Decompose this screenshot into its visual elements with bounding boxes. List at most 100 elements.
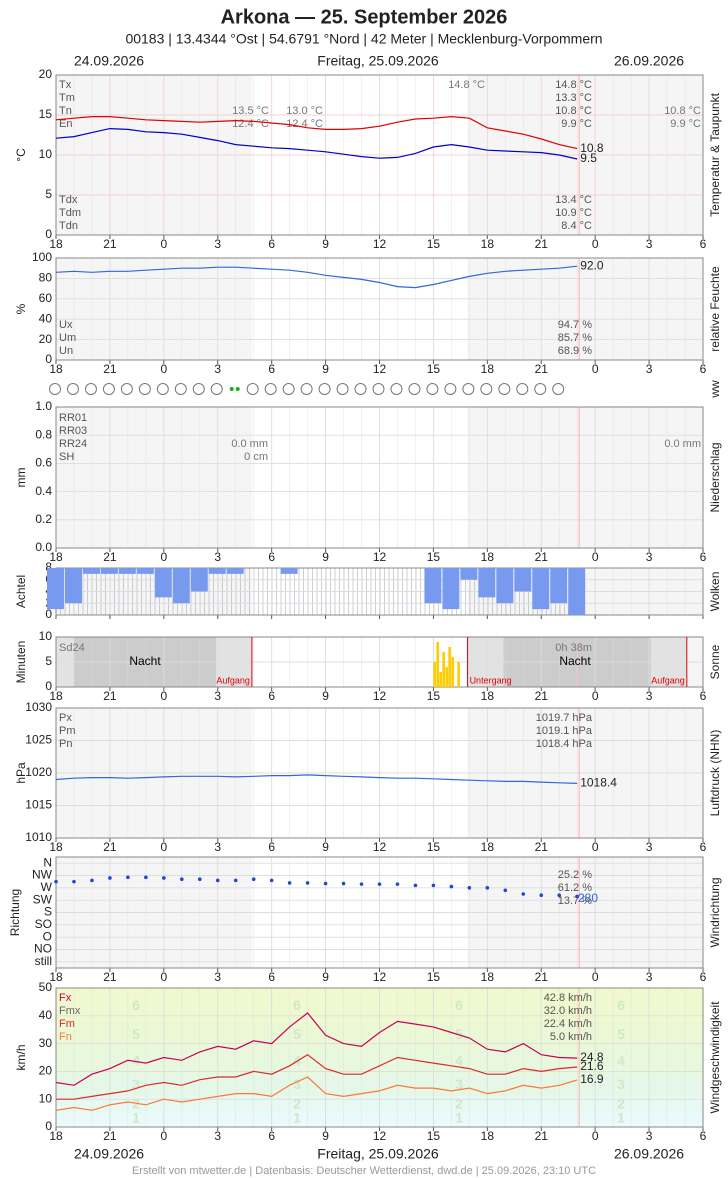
beaufort-number: 3 (617, 1076, 625, 1092)
x-tick-label: 9 (322, 1129, 329, 1143)
x-tick-label: 0 (160, 550, 167, 564)
ww-symbol (534, 383, 547, 395)
ww-symbol (138, 383, 151, 395)
x-tick-label: 21 (535, 840, 549, 854)
x-tick-label: 15 (427, 970, 441, 984)
ww-symbol (246, 383, 259, 395)
beaufort-number: 5 (293, 1026, 301, 1042)
x-tick-label: 21 (535, 237, 549, 251)
x-tick-label: 0 (592, 237, 599, 251)
ww-symbol (336, 383, 349, 395)
bar (208, 568, 226, 574)
beaufort-number: 2 (293, 1095, 301, 1111)
x-tick-label: 18 (49, 689, 63, 703)
x-tick-label: 21 (535, 1129, 549, 1143)
x-tick-label: 0 (592, 840, 599, 854)
y-axis-label: Minuten (14, 641, 28, 684)
panel-frame (55, 856, 704, 969)
end-label: 21.6 (580, 1059, 604, 1073)
y-axis-label: Richtung (8, 889, 22, 936)
y-tick-label: 0.6 (35, 456, 52, 470)
stat-value: 94.7 % (558, 319, 592, 331)
x-tick-label: 6 (700, 550, 707, 564)
point (269, 878, 274, 883)
x-tick-label: 9 (322, 362, 329, 376)
point (575, 894, 579, 899)
bar (496, 568, 514, 604)
end-label: 24.8 (580, 1050, 604, 1064)
stat-value: 8.4 °C (561, 220, 592, 232)
bar (64, 568, 82, 604)
date-label: 24.09.2026 (74, 53, 144, 69)
side-label: Wolken (708, 572, 722, 612)
x-tick-label: 3 (214, 970, 221, 984)
annotation: 12.4 °C (286, 118, 323, 130)
night-shade (467, 258, 703, 360)
stat-label: Tdm (59, 207, 81, 219)
date-label: 26.09.2026 (614, 53, 684, 69)
side-label: Sonne (708, 644, 722, 679)
x-tick-label: 3 (214, 840, 221, 854)
y-tick-label: 0 (45, 607, 52, 621)
y-tick-label: 60 (39, 291, 53, 305)
night-shade (467, 407, 703, 548)
bar (442, 652, 446, 687)
stat-value: 14.8 °C (555, 79, 592, 91)
y-tick-label: 40 (39, 1008, 53, 1022)
annotation: 14.8 °C (448, 79, 485, 91)
line (55, 127, 578, 160)
x-tick-label: 18 (481, 362, 495, 376)
beaufort-number: 2 (455, 1095, 463, 1111)
stat-label: En (59, 118, 72, 130)
x-tick-label: 21 (535, 550, 549, 564)
panel-frame (55, 257, 704, 361)
x-tick-label: 3 (214, 237, 221, 251)
x-tick-label: 21 (103, 550, 117, 564)
bar (82, 568, 100, 574)
point (215, 878, 220, 883)
y-tick-label: O (43, 929, 52, 943)
x-tick-label: 12 (373, 970, 387, 984)
annotation: 9.9 °C (670, 118, 701, 130)
stat-label: Fm (59, 1018, 75, 1030)
y-tick-label: 20 (39, 332, 53, 346)
y-tick-label: 40 (39, 311, 53, 325)
y-tick-label: 20 (39, 67, 53, 81)
ww-symbol (49, 383, 61, 395)
event-label: Aufgang (651, 675, 685, 685)
y-tick-label: SO (35, 917, 52, 931)
x-tick-label: 21 (103, 689, 117, 703)
y-tick-label: 0 (45, 679, 52, 693)
night-shade (56, 258, 252, 360)
x-tick-label: 9 (322, 237, 329, 251)
y-axis-label: % (14, 303, 28, 314)
annotation: 280 (578, 891, 598, 905)
x-tick-label: 3 (646, 689, 653, 703)
y-tick-label: 5 (45, 654, 52, 668)
x-tick-label: 18 (49, 362, 63, 376)
beaufort-number: 4 (617, 1052, 625, 1068)
x-tick-label: 18 (49, 237, 63, 251)
ww-symbol (120, 383, 133, 395)
side-label: Windrichtung (708, 877, 722, 947)
stat-value: 1018.4 hPa (536, 738, 593, 750)
bar (532, 568, 550, 610)
y-axis-label: °C (14, 148, 28, 162)
y-tick-label: 1020 (25, 765, 52, 779)
x-tick-label: 15 (427, 1129, 441, 1143)
x-tick-label: 6 (700, 237, 707, 251)
y-tick-label: 8 (45, 560, 52, 574)
stat-value: 1019.1 hPa (536, 725, 593, 737)
x-tick-label: 21 (103, 362, 117, 376)
bar (451, 657, 454, 687)
beaufort-number: 1 (293, 1109, 301, 1125)
bar (448, 647, 451, 687)
x-tick-label: 18 (481, 550, 495, 564)
x-tick-label: 0 (592, 550, 599, 564)
x-tick-label: 6 (700, 970, 707, 984)
ww-symbol (156, 383, 169, 395)
date-label: Freitag, 25.09.2026 (317, 53, 439, 69)
y-tick-label: 0.0 (35, 540, 52, 554)
line (55, 774, 578, 784)
